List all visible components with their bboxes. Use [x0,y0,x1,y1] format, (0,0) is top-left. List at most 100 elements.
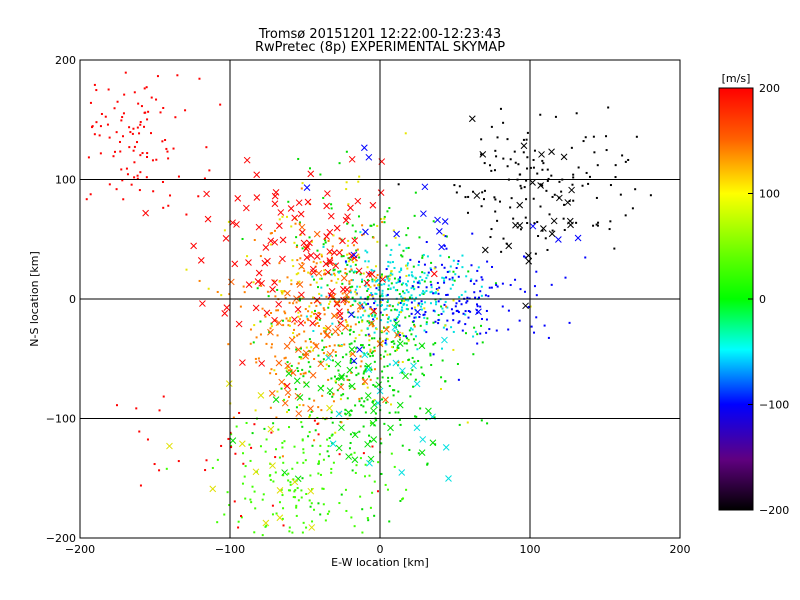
data-point [271,504,274,507]
data-point [324,327,327,330]
data-point [349,328,352,331]
data-point [108,183,111,186]
data-point [399,302,402,305]
data-point [288,426,291,429]
data-point [453,184,456,187]
data-point-x [413,380,421,388]
data-point-x [308,524,316,531]
data-point [554,115,557,118]
data-point-x [364,392,372,399]
data-point [372,236,375,239]
data-point [446,270,449,273]
data-point [341,356,344,359]
data-point [406,267,409,270]
data-point [393,329,396,332]
data-point [330,434,333,437]
data-point-x [475,308,482,316]
data-point [70,100,72,102]
data-point [392,389,395,392]
data-point [115,404,118,407]
data-point-x [309,371,317,379]
data-point-x [284,362,292,370]
data-point [169,194,172,197]
data-point-x [245,259,252,266]
data-point [329,252,332,255]
data-point [458,185,461,188]
data-point [328,303,331,306]
data-point [454,305,457,308]
data-point [87,156,90,159]
data-point [429,352,432,355]
data-point [318,318,321,321]
data-point [227,220,230,223]
data-point [304,340,307,343]
data-point [410,312,413,315]
data-point [322,358,325,361]
data-point-x [295,410,303,417]
data-point [373,368,376,371]
data-point [619,193,622,196]
data-point [294,222,297,225]
data-point [375,287,378,290]
data-point [325,346,328,349]
data-point [297,370,300,373]
data-point-x [267,237,275,245]
data-point [334,263,337,266]
data-point [441,307,444,310]
data-point [390,309,393,312]
data-point [298,299,301,302]
data-point [380,275,383,278]
data-point [339,270,342,273]
data-point-x [197,257,205,264]
data-point [367,302,370,305]
data-point [422,313,425,316]
data-point [470,264,473,267]
data-point [379,354,382,357]
data-point [634,188,637,191]
data-point [124,71,127,74]
data-point [133,145,136,148]
data-point [422,374,425,377]
data-point [525,138,528,141]
data-point [278,501,281,504]
data-point [388,277,391,280]
data-point [361,280,364,283]
data-point [479,290,482,293]
data-point [409,395,412,398]
data-point [309,474,312,477]
data-point [434,292,437,295]
data-point [381,273,384,276]
data-point [461,329,464,332]
data-point [338,344,341,347]
data-point [494,149,497,152]
data-point-x [326,387,334,394]
data-point [347,203,350,206]
data-point [330,377,333,380]
data-point [317,502,320,505]
data-point [450,326,453,329]
data-point-x [368,319,376,327]
data-point [429,291,432,294]
data-point [284,297,287,300]
data-point [425,323,428,326]
data-point [317,433,320,436]
data-point [108,136,111,139]
data-point-x [418,449,426,457]
data-point [376,240,379,243]
data-point [359,365,362,368]
data-point [405,335,408,338]
data-point [133,91,136,94]
data-point [471,232,474,235]
data-point [278,218,281,221]
data-point [340,394,343,397]
data-point-x [348,346,356,353]
data-point [136,126,139,129]
grid-layer [80,60,680,538]
data-point [512,217,515,220]
data-point [317,406,320,409]
data-point [357,372,360,375]
data-point [372,318,375,321]
data-point [327,365,330,368]
data-point [452,259,455,262]
data-point-x [261,259,269,267]
